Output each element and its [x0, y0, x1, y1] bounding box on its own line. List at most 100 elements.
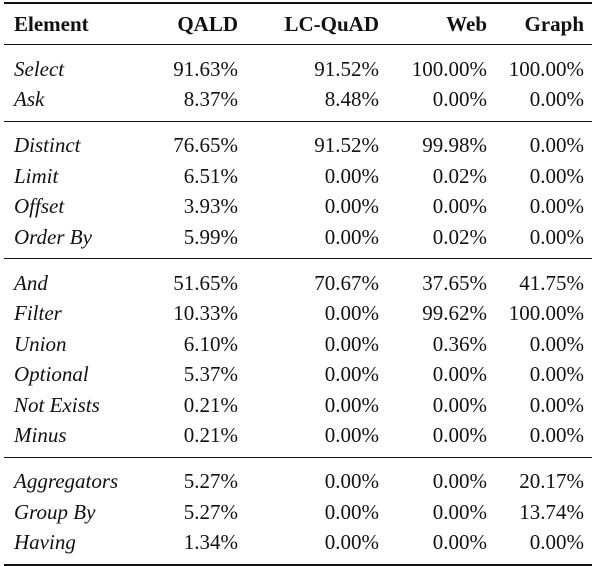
header-lc-quad: LC-QuAD: [246, 2, 387, 45]
cell-element: Order By: [14, 224, 92, 249]
table-row: Order By 5.99% 0.00% 0.02% 0.00%: [4, 222, 592, 259]
cell-element: Distinct: [14, 133, 81, 158]
cell-lc-quad: 70.67%: [314, 271, 379, 296]
cell-lc-quad: 0.00%: [324, 392, 379, 417]
cell-element: Filter: [14, 301, 62, 326]
cell-graph: 0.00%: [529, 422, 584, 447]
row-group: And 51.65% 70.67% 37.65% 41.75% Filter 10.33% 0…: [4, 259, 592, 458]
table-container: Element QALD LC-QuAD Web Graph Select 91.…: [4, 2, 592, 566]
table-header: Element QALD LC-QuAD Web Graph: [4, 2, 592, 45]
table-row: Offset 3.93% 0.00% 0.00% 0.00%: [4, 192, 592, 222]
cell-web: 0.00%: [432, 499, 487, 524]
cell-qald: 10.33%: [173, 301, 238, 326]
cell-element: Limit: [14, 163, 59, 188]
cell-element: Group By: [14, 499, 96, 524]
cell-web: 0.00%: [432, 194, 487, 219]
cell-web: 0.00%: [432, 469, 487, 494]
cell-qald: 8.37%: [183, 87, 238, 112]
row-group: Distinct 76.65% 91.52% 99.98% 0.00% Limit 6.51…: [4, 121, 592, 259]
cell-graph: 0.00%: [529, 194, 584, 219]
cell-qald: 5.27%: [183, 499, 238, 524]
cell-web: 99.98%: [422, 133, 487, 158]
cell-web: 0.36%: [432, 331, 487, 356]
cell-qald: 1.34%: [183, 530, 238, 555]
cell-qald: 5.37%: [183, 362, 238, 387]
table-row: Ask 8.37% 8.48% 0.00% 0.00%: [4, 84, 592, 121]
cell-lc-quad: 0.00%: [324, 469, 379, 494]
cell-element: Ask: [14, 87, 45, 112]
cell-qald: 5.27%: [183, 469, 238, 494]
table-row: Having 1.34% 0.00% 0.00% 0.00%: [4, 527, 592, 564]
cell-element: Having: [14, 530, 76, 555]
cell-element: Not Exists: [14, 392, 100, 417]
cell-element: Minus: [14, 422, 67, 447]
cell-element: Offset: [14, 194, 65, 219]
header-qald: QALD: [150, 2, 246, 45]
cell-element: Aggregators: [14, 469, 119, 494]
row-group: Select 91.63% 91.52% 100.00% 100.00% Ask 8.37%…: [4, 45, 592, 122]
table-row: Distinct 76.65% 91.52% 99.98% 0.00%: [4, 121, 592, 161]
cell-graph: 0.00%: [529, 331, 584, 356]
cell-qald: 51.65%: [173, 271, 238, 296]
cell-lc-quad: 0.00%: [324, 194, 379, 219]
cell-lc-quad: 0.00%: [324, 499, 379, 524]
cell-web: 37.65%: [422, 271, 487, 296]
cell-graph: 0.00%: [529, 163, 584, 188]
cell-graph: 100.00%: [508, 56, 584, 81]
cell-qald: 0.21%: [183, 392, 238, 417]
cell-element: Optional: [14, 362, 89, 387]
cell-graph: 0.00%: [529, 87, 584, 112]
cell-lc-quad: 0.00%: [324, 224, 379, 249]
cell-graph: 0.00%: [529, 224, 584, 249]
cell-graph: 41.75%: [519, 271, 584, 296]
cell-graph: 0.00%: [529, 392, 584, 417]
cell-lc-quad: 0.00%: [324, 362, 379, 387]
cell-element: Select: [14, 56, 65, 81]
table-row: Minus 0.21% 0.00% 0.00% 0.00%: [4, 420, 592, 457]
cell-graph: 13.74%: [519, 499, 584, 524]
cell-web: 99.62%: [422, 301, 487, 326]
table-row: And 51.65% 70.67% 37.65% 41.75%: [4, 259, 592, 299]
sparql-elements-table: Element QALD LC-QuAD Web Graph Select 91.…: [4, 2, 592, 566]
cell-lc-quad: 0.00%: [324, 530, 379, 555]
cell-lc-quad: 91.52%: [314, 56, 379, 81]
cell-graph: 0.00%: [529, 530, 584, 555]
cell-qald: 6.10%: [183, 331, 238, 356]
cell-web: 0.00%: [432, 392, 487, 417]
cell-graph: 100.00%: [508, 301, 584, 326]
cell-lc-quad: 0.00%: [324, 331, 379, 356]
cell-web: 0.00%: [432, 87, 487, 112]
cell-lc-quad: 91.52%: [314, 133, 379, 158]
cell-graph: 0.00%: [529, 362, 584, 387]
cell-element: Union: [14, 331, 67, 356]
cell-qald: 5.99%: [183, 224, 238, 249]
cell-graph: 0.00%: [529, 133, 584, 158]
cell-lc-quad: 0.00%: [324, 163, 379, 188]
table-row: Optional 5.37% 0.00% 0.00% 0.00%: [4, 360, 592, 390]
cell-lc-quad: 0.00%: [324, 422, 379, 447]
table-row: Aggregators 5.27% 0.00% 0.00% 20.17%: [4, 457, 592, 497]
table-row: Union 6.10% 0.00% 0.36% 0.00%: [4, 329, 592, 359]
table-row: Filter 10.33% 0.00% 99.62% 100.00%: [4, 299, 592, 329]
cell-web: 0.02%: [432, 163, 487, 188]
cell-web: 0.00%: [432, 422, 487, 447]
cell-qald: 76.65%: [173, 133, 238, 158]
cell-web: 0.02%: [432, 224, 487, 249]
cell-web: 0.00%: [432, 362, 487, 387]
row-group: Aggregators 5.27% 0.00% 0.00% 20.17% Group By…: [4, 457, 592, 565]
table-row: Not Exists 0.21% 0.00% 0.00% 0.00%: [4, 390, 592, 420]
cell-graph: 20.17%: [519, 469, 584, 494]
cell-lc-quad: 0.00%: [324, 301, 379, 326]
cell-qald: 0.21%: [183, 422, 238, 447]
cell-web: 0.00%: [432, 530, 487, 555]
header-element: Element: [4, 2, 150, 45]
header-web: Web: [387, 2, 495, 45]
cell-qald: 91.63%: [173, 56, 238, 81]
table-row: Select 91.63% 91.52% 100.00% 100.00%: [4, 45, 592, 85]
cell-qald: 3.93%: [183, 194, 238, 219]
table-row: Group By 5.27% 0.00% 0.00% 13.74%: [4, 497, 592, 527]
cell-element: And: [14, 271, 48, 296]
cell-web: 100.00%: [411, 56, 487, 81]
cell-lc-quad: 8.48%: [324, 87, 379, 112]
table-row: Limit 6.51% 0.00% 0.02% 0.00%: [4, 161, 592, 191]
